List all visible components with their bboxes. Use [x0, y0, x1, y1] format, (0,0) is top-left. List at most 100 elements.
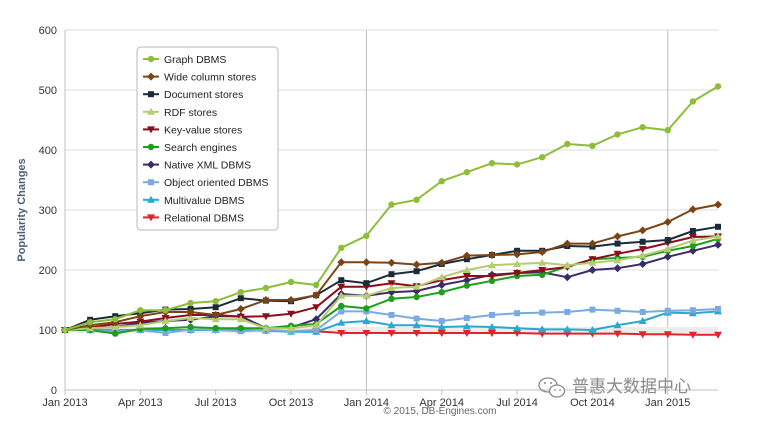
data-point	[287, 310, 296, 318]
data-point	[689, 228, 696, 234]
data-point	[137, 307, 144, 314]
data-point	[136, 312, 145, 321]
data-point	[487, 251, 496, 259]
data-point	[462, 251, 471, 260]
data-point	[688, 205, 697, 214]
data-point	[715, 223, 721, 230]
legend-label: Object oriented DBMS	[164, 177, 268, 189]
data-point	[413, 196, 420, 203]
legend-item[interactable]: Relational DBMS	[143, 212, 244, 224]
data-point	[237, 295, 244, 302]
data-point	[111, 323, 120, 330]
data-point	[112, 330, 119, 337]
data-point	[287, 324, 296, 332]
legend-label: Native XML DBMS	[164, 160, 251, 172]
legend-item[interactable]: Multivalue DBMS	[143, 195, 245, 207]
legend-label: Multivalue DBMS	[164, 195, 245, 207]
data-point	[412, 282, 421, 290]
data-point	[161, 317, 170, 324]
legend-marker	[147, 214, 155, 222]
legend-item[interactable]: Wide column stores	[143, 72, 256, 84]
data-point	[438, 318, 445, 324]
data-point	[412, 321, 421, 329]
data-point	[614, 307, 621, 314]
data-point	[538, 325, 547, 333]
data-point	[663, 331, 672, 339]
y-tick-label: 0	[51, 385, 57, 397]
data-point	[488, 160, 496, 167]
legend-item[interactable]: Search engines	[143, 142, 237, 154]
legend-item[interactable]: Graph DBMS	[143, 54, 226, 66]
data-point	[487, 261, 496, 269]
data-point	[614, 240, 621, 247]
data-point	[463, 315, 470, 321]
data-point	[514, 310, 521, 317]
legend-item[interactable]: RDF stores	[143, 107, 217, 119]
x-tick-label: Jul 2014	[496, 397, 538, 409]
data-point	[387, 284, 396, 291]
data-point	[589, 142, 596, 149]
legend-marker	[148, 91, 154, 98]
data-point	[363, 232, 370, 239]
data-point	[513, 330, 522, 337]
data-point	[338, 277, 345, 284]
data-point	[639, 124, 646, 131]
data-point	[438, 289, 445, 296]
data-point	[564, 140, 571, 148]
data-point	[613, 330, 622, 338]
data-point	[588, 258, 597, 266]
data-point	[162, 330, 169, 336]
data-point	[638, 226, 647, 235]
data-point	[689, 242, 697, 250]
data-point	[513, 260, 522, 267]
legend-item[interactable]: Document stores	[143, 89, 243, 101]
y-tick-label: 100	[39, 325, 57, 337]
series-0	[61, 83, 722, 334]
data-point	[588, 239, 597, 248]
legend-marker	[147, 143, 155, 151]
data-point	[538, 271, 546, 278]
y-tick-label: 200	[39, 265, 57, 277]
data-point	[714, 240, 722, 249]
data-point	[463, 282, 471, 289]
data-point	[236, 315, 245, 323]
data-point	[413, 268, 420, 275]
data-point	[211, 311, 220, 319]
data-point	[639, 238, 646, 245]
data-point	[463, 169, 471, 176]
data-point	[538, 248, 547, 256]
legend-items: Graph DBMS Wide column stores Document sto…	[143, 54, 268, 224]
data-point	[663, 245, 672, 252]
data-point	[689, 98, 697, 105]
legend-item[interactable]: Object oriented DBMS	[143, 177, 268, 189]
data-point	[237, 325, 245, 332]
legend-marker	[147, 72, 155, 81]
legend-box	[136, 46, 279, 231]
x-tick-label: Jul 2013	[195, 397, 237, 409]
data-point	[488, 277, 496, 284]
data-point	[589, 306, 596, 313]
data-point	[487, 273, 496, 280]
legend-marker	[147, 126, 155, 134]
data-point	[714, 83, 722, 90]
credit-text: © 2015, DB-Engines.com	[384, 406, 497, 417]
data-point	[362, 317, 371, 324]
series-group	[61, 83, 722, 339]
data-point	[337, 318, 346, 326]
y-tick-label: 600	[39, 25, 57, 37]
data-point	[261, 313, 270, 321]
data-point	[387, 280, 396, 288]
data-point	[387, 258, 396, 267]
x-tick-label: Apr 2014	[419, 397, 464, 409]
legend-item[interactable]: Native XML DBMS	[143, 160, 251, 172]
legend-item[interactable]: Key-value stores	[143, 124, 242, 136]
data-point	[162, 307, 169, 314]
data-point	[689, 307, 696, 314]
data-point	[538, 258, 547, 266]
data-point	[312, 315, 321, 324]
data-point	[714, 232, 722, 240]
x-tick-label: Jan 2013	[42, 397, 87, 409]
data-point	[663, 218, 672, 226]
data-point	[237, 289, 245, 296]
data-point	[688, 236, 697, 244]
